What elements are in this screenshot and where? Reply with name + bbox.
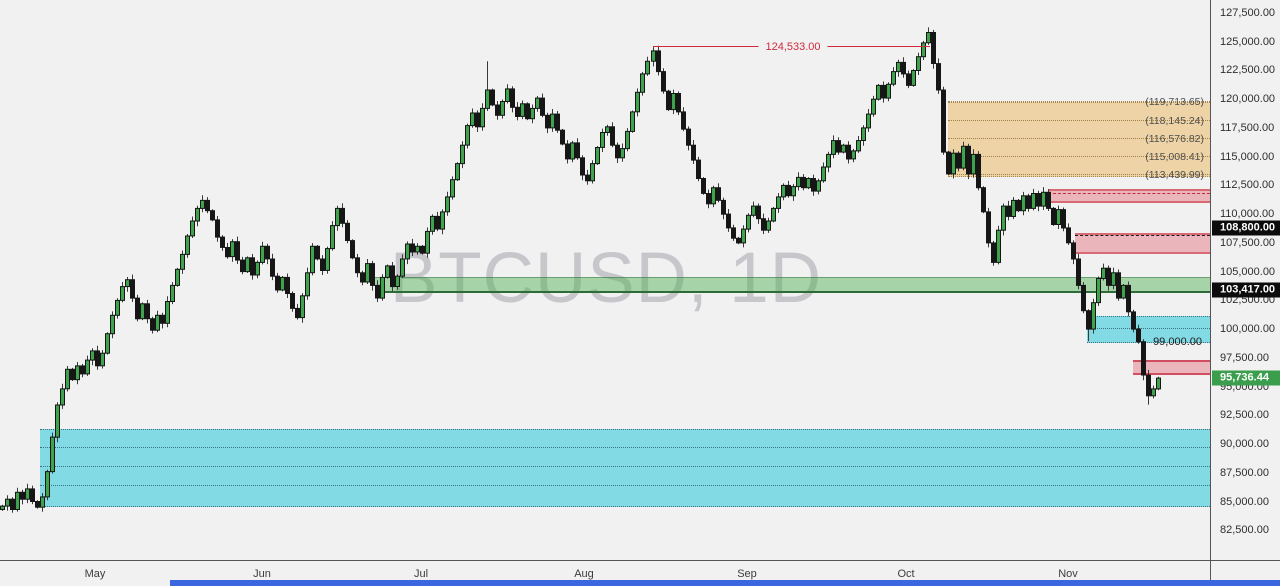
up-candles [0,32,1161,511]
pink-demand-zone-lower[interactable] [1133,360,1210,376]
price-tick-label: 125,000.00 [1220,35,1276,48]
time-tick-label-jun: Jun [253,568,271,580]
pink-supply-zone-mid[interactable] [1075,232,1210,254]
price-tick-label: 82,500.00 [1220,524,1269,537]
orange-supply-zone-level-line[interactable] [948,155,1210,157]
fib-level-label: (118,145.24) [1145,114,1204,127]
orange-supply-zone-level-line[interactable] [948,173,1210,175]
time-tick-label-oct: Oct [897,568,915,580]
price-tick-label: 100,000.00 [1220,323,1276,336]
price-tick-label: 112,500.00 [1220,179,1275,192]
fib-level-label: (115,008.41) [1145,150,1204,163]
green-demand-zone[interactable] [375,277,1210,293]
price-tick-label: 107,500.00 [1220,236,1276,249]
price-tick-label: 117,500.00 [1220,121,1275,134]
price-badge-10341700[interactable]: 103,417.00 [1212,282,1280,298]
cyan-demand-zone-large-level-line[interactable] [40,446,1210,448]
price-tick-label: 115,000.00 [1220,150,1275,163]
price-badge-10880000[interactable]: 108,800.00 [1212,220,1280,236]
orange-supply-zone-level-line[interactable] [948,137,1210,139]
pink-supply-zone-upper-level-line[interactable] [1048,193,1210,195]
fib-level-label: (116,576.82) [1145,132,1204,145]
pink-supply-zone-mid-level-line[interactable] [1075,234,1210,236]
price-tick-label: 127,500.00 [1220,7,1276,19]
cyan-demand-zone-large-level-line[interactable] [40,484,1210,486]
cyan-demand-zone-large-level-line[interactable] [40,465,1210,467]
axis-corner-separator [1210,561,1211,586]
price-tick-label: 97,500.00 [1220,351,1269,364]
price-scale[interactable]: 127,500.00 125,000.00 122,500.00 120,000.00… [1210,0,1280,560]
price-tick-label: 87,500.00 [1220,466,1269,479]
price-tick-label: 122,500.00 [1220,64,1276,77]
chart-plot-area[interactable]: BTCUSD, 1D (119,713.65) (118,145.24) (116,… [0,0,1210,560]
cyan-demand-zone-small[interactable] [1087,316,1210,343]
price-tick-label: 90,000.00 [1220,438,1269,451]
time-tick-label-may: May [84,568,106,580]
price-tick-label: 85,000.00 [1220,495,1269,508]
candlestick-series [0,27,1161,513]
price-tick-label: 105,000.00 [1220,265,1276,278]
price-tick-label: 110,000.00 [1220,208,1275,221]
price-tick-label: 92,500.00 [1220,409,1269,422]
cyan-demand-zone-small-level-line[interactable] [1087,327,1210,329]
fib-level-label: (119,713.65) [1145,96,1204,109]
fib-level-label: (113,439.99) [1145,168,1204,181]
symbol-watermark: BTCUSD, 1D [389,239,823,318]
time-tick-label-aug: Aug [574,568,594,580]
down-candles [10,32,1151,511]
price-tick-label: 102,500.00 [1220,294,1276,307]
price-level-label: 99,000.00 [1153,335,1202,348]
bottom-blue-strip [170,580,1280,586]
cyan-demand-zone-large[interactable] [40,428,1210,507]
pink-supply-zone-upper[interactable] [1048,189,1210,203]
orange-supply-zone-level-line[interactable] [948,101,1210,103]
time-tick-label-nov: Nov [1058,568,1078,580]
orange-supply-zone-level-line[interactable] [948,119,1210,121]
time-tick-label-sep: Sep [737,568,757,580]
orange-supply-zone[interactable] [948,102,1210,177]
price-badge-9573644[interactable]: 95,736.44 [1212,370,1280,386]
price-tick-label: 120,000.00 [1220,93,1276,106]
resistance-line-label: 124,533.00 [758,41,828,54]
time-tick-label-jul: Jul [413,568,429,580]
